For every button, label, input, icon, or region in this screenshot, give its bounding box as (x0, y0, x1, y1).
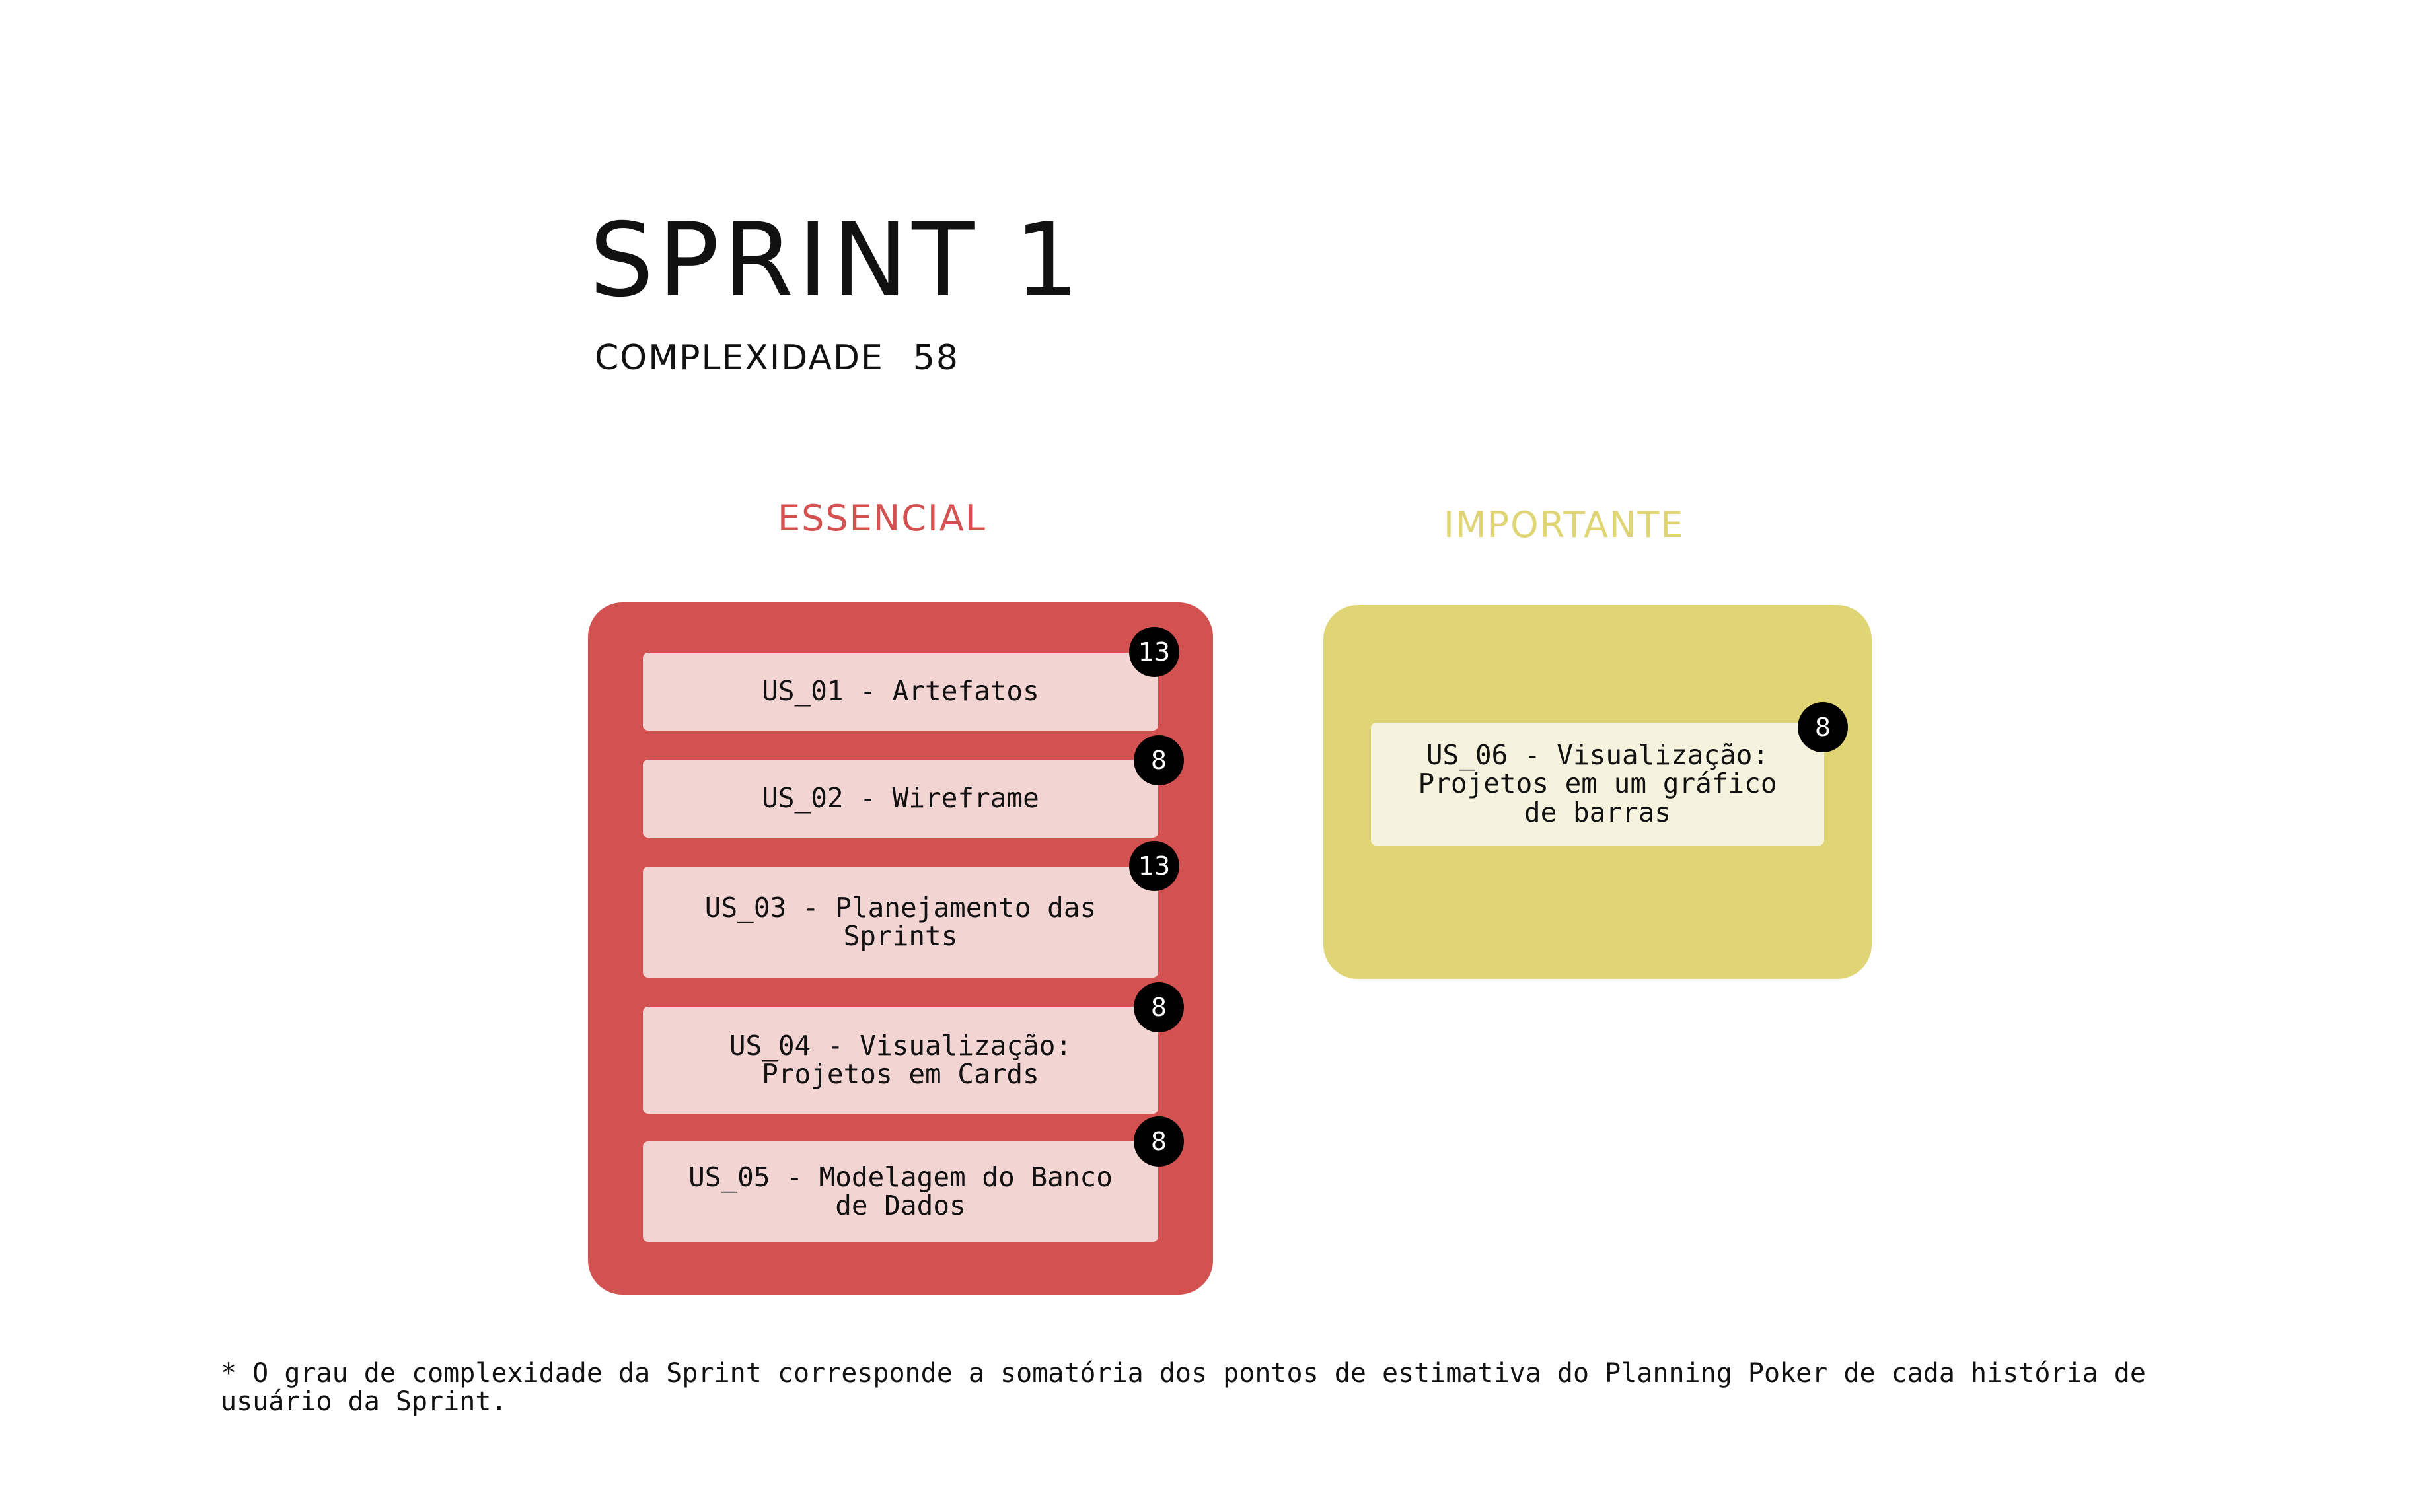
story-points-badge: 8 (1798, 702, 1848, 752)
story-label: US_03 - Planejamento das Sprints (704, 891, 1097, 952)
story-label: US_04 - Visualização: Projetos em Cards (729, 1029, 1072, 1090)
sprint-title: SPRINT 1 (589, 201, 1084, 320)
story-points-badge: 13 (1129, 627, 1179, 677)
story-card-us03[interactable]: US_03 - Planejamento das Sprints (643, 867, 1158, 978)
story-points-badge: 8 (1134, 982, 1184, 1032)
story-label: US_02 - Wireframe (762, 782, 1039, 814)
story-card-us02[interactable]: US_02 - Wireframe (643, 760, 1158, 838)
story-label: US_06 - Visualização: Projetos em um grá… (1418, 739, 1777, 828)
story-card-us04[interactable]: US_04 - Visualização: Projetos em Cards (643, 1007, 1158, 1114)
sprint-complexity: COMPLEXIDADE 58 (595, 341, 959, 375)
story-points-badge: 13 (1129, 841, 1179, 891)
story-card-us06[interactable]: US_06 - Visualização: Projetos em um grá… (1371, 723, 1824, 846)
column-heading-importante: IMPORTANTE (1444, 504, 1685, 546)
story-label: US_01 - Artefatos (762, 675, 1039, 707)
story-points-badge: 8 (1134, 1116, 1184, 1167)
story-card-us01[interactable]: US_01 - Artefatos (643, 653, 1158, 731)
complexity-value: 58 (912, 338, 960, 378)
story-points-badge: 8 (1134, 735, 1184, 785)
complexity-label: COMPLEXIDADE (595, 338, 884, 378)
story-label: US_05 - Modelagem do Banco de Dados (688, 1161, 1113, 1221)
footnote: * O grau de complexidade da Sprint corre… (221, 1358, 2146, 1418)
story-card-us05[interactable]: US_05 - Modelagem do Banco de Dados (643, 1141, 1158, 1242)
column-heading-essencial: ESSENCIAL (778, 497, 986, 539)
